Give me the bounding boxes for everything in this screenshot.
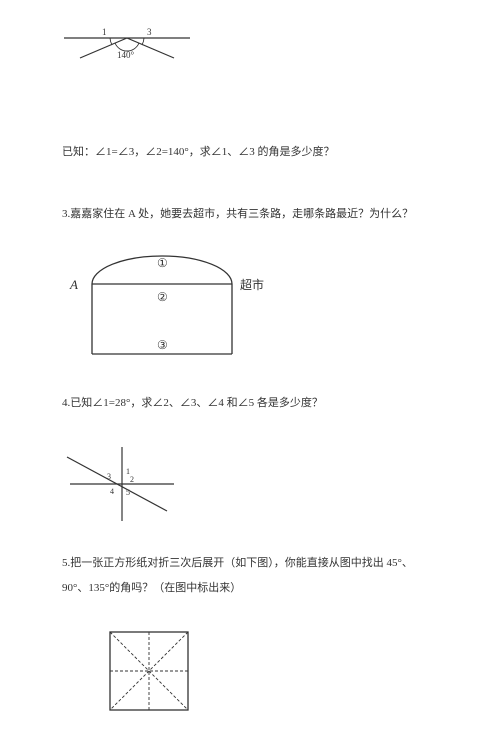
path-3-label: ③ — [157, 338, 168, 352]
angle3-label: 3 — [147, 27, 152, 37]
figure-angles-line: 1 3 140° — [62, 20, 438, 70]
angle2-value: 140° — [117, 50, 135, 60]
angle-5: 5 — [126, 488, 130, 497]
label-A: A — [69, 277, 78, 292]
question-5-line1: 5.把一张正方形纸对折三次后展开（如下图），你能直接从图中找出 45°、 — [62, 555, 438, 573]
path-2-label: ② — [157, 290, 168, 304]
angle-4: 4 — [110, 487, 114, 496]
question-2-text: 已知：∠1=∠3，∠2=140°，求∠1、∠3 的角是多少度？ — [62, 144, 438, 162]
angle-2: 2 — [130, 475, 134, 484]
document-page: 1 3 140° 已知：∠1=∠3，∠2=140°，求∠1、∠3 的角是多少度？… — [0, 0, 500, 739]
angle1-label: 1 — [102, 27, 107, 37]
path-1-label: ① — [157, 256, 168, 270]
question-4-text: 4.已知∠1=28°，求∠2、∠3、∠4 和∠5 各是多少度？ — [62, 395, 438, 413]
question-5-line2: 90°、135°的角吗？（在图中标出来） — [62, 580, 438, 598]
question-3-text: 3.嘉嘉家住在 A 处，她要去超市，共有三条路，走哪条路最近？为什么？ — [62, 206, 438, 224]
figure-folded-square — [102, 624, 438, 719]
angle-3: 3 — [107, 472, 111, 481]
label-market: 超市 — [240, 277, 264, 292]
figure-intersecting-angles: 1 2 3 4 5 — [62, 439, 438, 529]
figure-paths-market: A 超市 ① ② ③ — [62, 249, 438, 369]
